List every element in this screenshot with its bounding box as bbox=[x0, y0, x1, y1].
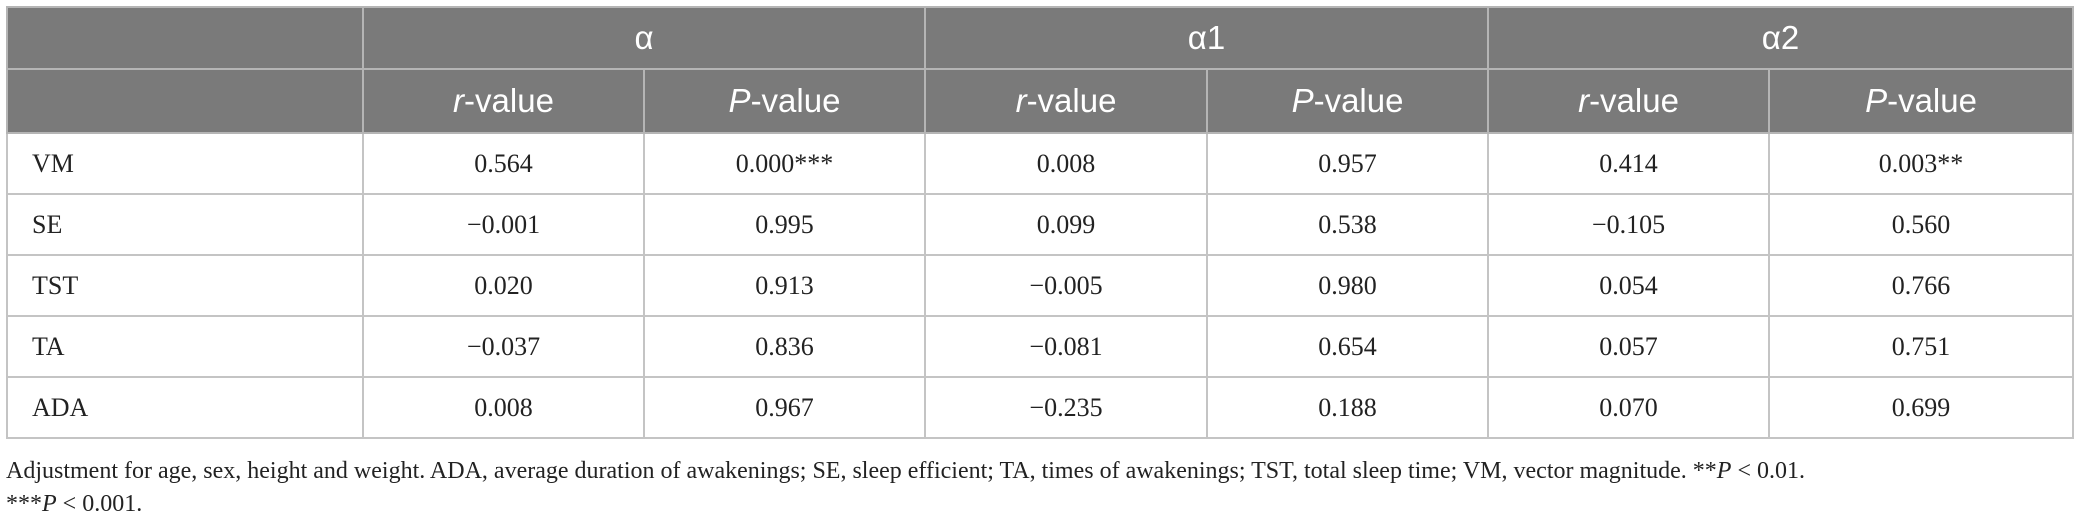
footnote-p-symbol: P bbox=[42, 491, 57, 517]
p-symbol: P bbox=[1865, 82, 1888, 119]
row-label: SE bbox=[6, 193, 364, 256]
row-label: VM bbox=[6, 132, 364, 195]
cell-alpha-r: 0.020 bbox=[362, 254, 645, 317]
cell-alpha-p: 0.913 bbox=[642, 254, 927, 317]
r-symbol: r bbox=[1015, 82, 1027, 119]
cell-alpha-p: 0.967 bbox=[642, 376, 927, 439]
cell-alpha1-r: 0.008 bbox=[924, 132, 1209, 195]
footnote-p-threshold: < 0.001. bbox=[56, 491, 143, 517]
sub-header-alpha-r: r-value bbox=[362, 68, 645, 134]
sub-header-alpha2-p: P-value bbox=[1768, 68, 2075, 134]
value-suffix: -value bbox=[750, 82, 841, 119]
group-header-alpha2: α2 bbox=[1487, 6, 2075, 70]
r-symbol: r bbox=[1578, 82, 1590, 119]
table-footnote: Adjustment for age, sex, height and weig… bbox=[6, 455, 2072, 521]
table-row: SE −0.001 0.995 0.099 0.538 −0.105 0.560 bbox=[6, 193, 2075, 256]
cell-alpha1-r: 0.099 bbox=[924, 193, 1209, 256]
cell-alpha2-p: 0.699 bbox=[1768, 376, 2075, 439]
group-header-row: α α1 α2 bbox=[6, 6, 2075, 70]
cell-alpha2-p: 0.003** bbox=[1768, 132, 2075, 195]
cell-alpha2-r: −0.105 bbox=[1487, 193, 1771, 256]
cell-alpha-p: 0.995 bbox=[642, 193, 927, 256]
sub-header-alpha-p: P-value bbox=[642, 68, 927, 134]
cell-alpha2-r: 0.054 bbox=[1487, 254, 1771, 317]
cell-alpha2-p: 0.751 bbox=[1768, 315, 2075, 378]
footnote-stars: *** bbox=[6, 491, 42, 517]
sub-header-row: r-value P-value r-value P-value r-value … bbox=[6, 68, 2075, 134]
sub-header-corner-cell bbox=[6, 68, 364, 134]
cell-alpha-r: −0.001 bbox=[362, 193, 645, 256]
cell-alpha1-p: 0.188 bbox=[1206, 376, 1490, 439]
value-suffix: -value bbox=[464, 82, 554, 119]
table-row: VM 0.564 0.000*** 0.008 0.957 0.414 0.00… bbox=[6, 132, 2075, 195]
cell-alpha1-p: 0.980 bbox=[1206, 254, 1490, 317]
cell-alpha1-r: −0.081 bbox=[924, 315, 1209, 378]
cell-alpha-p: 0.836 bbox=[642, 315, 927, 378]
table-row: TA −0.037 0.836 −0.081 0.654 0.057 0.751 bbox=[6, 315, 2075, 378]
sub-header-alpha1-p: P-value bbox=[1206, 68, 1490, 134]
cell-alpha1-p: 0.957 bbox=[1206, 132, 1490, 195]
table-row: TST 0.020 0.913 −0.005 0.980 0.054 0.766 bbox=[6, 254, 2075, 317]
footnote-p-threshold: < 0.01. bbox=[1731, 458, 1806, 484]
sub-header-alpha2-r: r-value bbox=[1487, 68, 1771, 134]
row-label: TST bbox=[6, 254, 364, 317]
cell-alpha-r: −0.037 bbox=[362, 315, 645, 378]
table-body: VM 0.564 0.000*** 0.008 0.957 0.414 0.00… bbox=[6, 132, 2075, 439]
p-symbol: P bbox=[1291, 82, 1314, 119]
table-header: α α1 α2 r-value P-value r-value P-value … bbox=[6, 6, 2075, 134]
value-suffix: -value bbox=[1887, 82, 1977, 119]
cell-alpha1-p: 0.654 bbox=[1206, 315, 1490, 378]
row-label: TA bbox=[6, 315, 364, 378]
header-corner-cell bbox=[6, 6, 364, 70]
sub-header-alpha1-r: r-value bbox=[924, 68, 1209, 134]
footnote-main-text: Adjustment for age, sex, height and weig… bbox=[6, 458, 1717, 484]
value-suffix: -value bbox=[1026, 82, 1117, 119]
footnote-p-symbol: P bbox=[1716, 458, 1732, 484]
cell-alpha2-p: 0.766 bbox=[1768, 254, 2075, 317]
cell-alpha2-r: 0.414 bbox=[1487, 132, 1771, 195]
table-row: ADA 0.008 0.967 −0.235 0.188 0.070 0.699 bbox=[6, 376, 2075, 439]
results-table-container: α α1 α2 r-value P-value r-value P-value … bbox=[6, 6, 2075, 439]
p-symbol: P bbox=[728, 82, 751, 119]
cell-alpha-r: 0.008 bbox=[362, 376, 645, 439]
cell-alpha2-p: 0.560 bbox=[1768, 193, 2075, 256]
cell-alpha-p: 0.000*** bbox=[642, 132, 927, 195]
cell-alpha1-p: 0.538 bbox=[1206, 193, 1490, 256]
r-symbol: r bbox=[453, 82, 465, 119]
group-header-alpha1: α1 bbox=[924, 6, 1490, 70]
cell-alpha2-r: 0.057 bbox=[1487, 315, 1771, 378]
cell-alpha1-r: −0.005 bbox=[924, 254, 1209, 317]
cell-alpha1-r: −0.235 bbox=[924, 376, 1209, 439]
value-suffix: -value bbox=[1589, 82, 1679, 119]
cell-alpha2-r: 0.070 bbox=[1487, 376, 1771, 439]
row-label: ADA bbox=[6, 376, 364, 439]
correlation-table: α α1 α2 r-value P-value r-value P-value … bbox=[6, 6, 2075, 439]
cell-alpha-r: 0.564 bbox=[362, 132, 645, 195]
group-header-alpha: α bbox=[361, 6, 927, 70]
value-suffix: -value bbox=[1313, 82, 1404, 119]
